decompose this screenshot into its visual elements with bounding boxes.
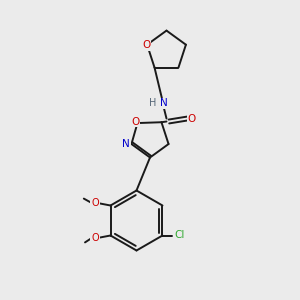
Text: methoxy: methoxy [81, 193, 87, 194]
Text: O: O [91, 233, 99, 243]
Text: methoxy: methoxy [78, 195, 85, 196]
Text: methoxy: methoxy [74, 195, 80, 196]
Text: O: O [188, 113, 196, 124]
Text: methoxy: methoxy [83, 194, 89, 195]
Text: N: N [160, 98, 167, 109]
Text: methoxy2: methoxy2 [82, 247, 89, 248]
Text: O: O [91, 198, 99, 208]
Text: H: H [149, 98, 157, 109]
Text: O: O [142, 40, 151, 50]
Text: O: O [131, 117, 139, 127]
Text: Cl: Cl [174, 230, 185, 241]
Text: N: N [122, 139, 130, 149]
